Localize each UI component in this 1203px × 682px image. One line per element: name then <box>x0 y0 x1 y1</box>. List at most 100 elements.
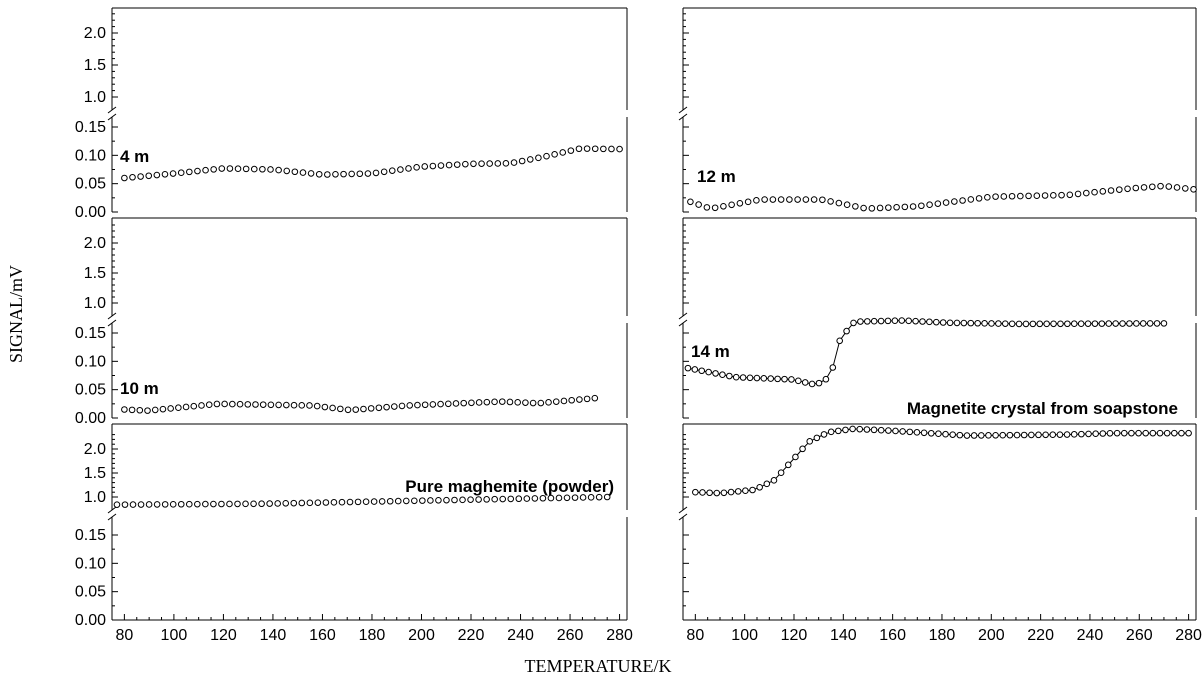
y-tick-label: 1.5 <box>84 57 106 74</box>
data-point <box>909 203 917 210</box>
data-point <box>603 493 611 501</box>
data-point <box>322 499 330 506</box>
data-point <box>283 401 290 409</box>
data-point <box>1015 320 1023 328</box>
data-point <box>884 317 892 325</box>
panel-label: Magnetite crystal from soapstone <box>907 399 1178 418</box>
data-point <box>850 319 857 327</box>
data-point <box>226 165 234 172</box>
panel-label: 14 m <box>691 342 730 361</box>
data-point <box>763 480 771 488</box>
data-point <box>413 164 420 171</box>
data-point <box>583 145 591 152</box>
data-point <box>367 405 375 412</box>
data-point <box>161 501 169 508</box>
data-point <box>1050 320 1057 328</box>
data-point <box>348 170 355 178</box>
data-point <box>995 320 1002 327</box>
data-point <box>402 497 410 505</box>
data-point <box>970 432 978 439</box>
data-point <box>1139 320 1147 327</box>
data-point <box>918 202 925 210</box>
data-point <box>338 498 346 506</box>
data-point <box>992 431 999 439</box>
data-point <box>498 398 506 405</box>
data-point <box>494 160 502 167</box>
data-point <box>959 197 966 204</box>
data-point <box>451 496 458 504</box>
data-point <box>843 327 850 335</box>
data-point <box>185 500 193 508</box>
data-point <box>1013 431 1021 439</box>
data-point <box>963 432 971 439</box>
data-point <box>113 501 121 508</box>
data-point <box>236 400 244 408</box>
data-point <box>732 373 740 381</box>
data-point <box>591 394 599 402</box>
data-point <box>283 167 291 175</box>
x-tick-label: 100 <box>731 627 758 644</box>
data-point <box>836 337 844 345</box>
data-point <box>274 500 281 507</box>
data-point <box>820 431 828 438</box>
data-point <box>568 396 575 404</box>
data-point <box>437 162 445 169</box>
y-tick-label: 1.0 <box>84 489 106 506</box>
data-point <box>1142 429 1150 437</box>
data-point <box>344 406 352 414</box>
data-point <box>946 319 954 327</box>
data-point <box>306 402 313 409</box>
data-point <box>719 371 726 379</box>
data-point <box>356 170 364 178</box>
data-point <box>258 500 265 508</box>
data-point <box>429 401 437 408</box>
data-point <box>478 160 485 167</box>
data-point <box>795 377 802 385</box>
data-point <box>329 404 336 412</box>
data-point <box>687 198 694 206</box>
data-point <box>1112 320 1119 327</box>
data-point <box>835 427 842 435</box>
data-point <box>1020 431 1028 439</box>
data-point <box>1049 431 1057 439</box>
data-point <box>877 317 885 325</box>
x-tick-label: 120 <box>210 627 237 644</box>
data-point <box>760 375 768 382</box>
data-point <box>421 401 429 409</box>
data-point <box>190 402 198 410</box>
panel-labels: 4 m 12 m 10 m 14 m Pure maghemite (powder) Ma… <box>120 147 1178 496</box>
data-point <box>1092 430 1099 438</box>
data-point <box>291 168 299 176</box>
data-point <box>444 400 452 408</box>
data-point <box>502 160 510 167</box>
data-point <box>514 399 521 406</box>
data-point <box>250 500 257 508</box>
data-point <box>691 366 699 373</box>
data-point <box>121 174 128 182</box>
data-point <box>835 199 843 207</box>
data-point <box>753 374 761 382</box>
data-point <box>153 501 161 508</box>
data-point <box>380 168 388 176</box>
data-point <box>899 428 906 435</box>
x-tick-label: 100 <box>161 627 188 644</box>
data-point <box>827 198 834 205</box>
data-point <box>129 173 136 181</box>
data-point <box>159 405 167 413</box>
data-point <box>234 165 242 173</box>
data-point <box>491 398 498 406</box>
data-point <box>1091 188 1098 196</box>
y-tick-label: 0.00 <box>75 204 106 221</box>
data-point <box>545 399 552 406</box>
x-tick-label: 240 <box>1077 627 1104 644</box>
data-point <box>934 200 942 207</box>
data-point <box>1017 192 1024 200</box>
data-point <box>960 319 968 327</box>
axis-break-mark <box>678 513 688 521</box>
data-point <box>794 196 801 203</box>
data-point <box>1078 430 1085 438</box>
data-point <box>984 194 991 201</box>
x-tick-label: 80 <box>115 627 133 644</box>
data-point <box>298 499 306 507</box>
data-point <box>218 500 225 508</box>
